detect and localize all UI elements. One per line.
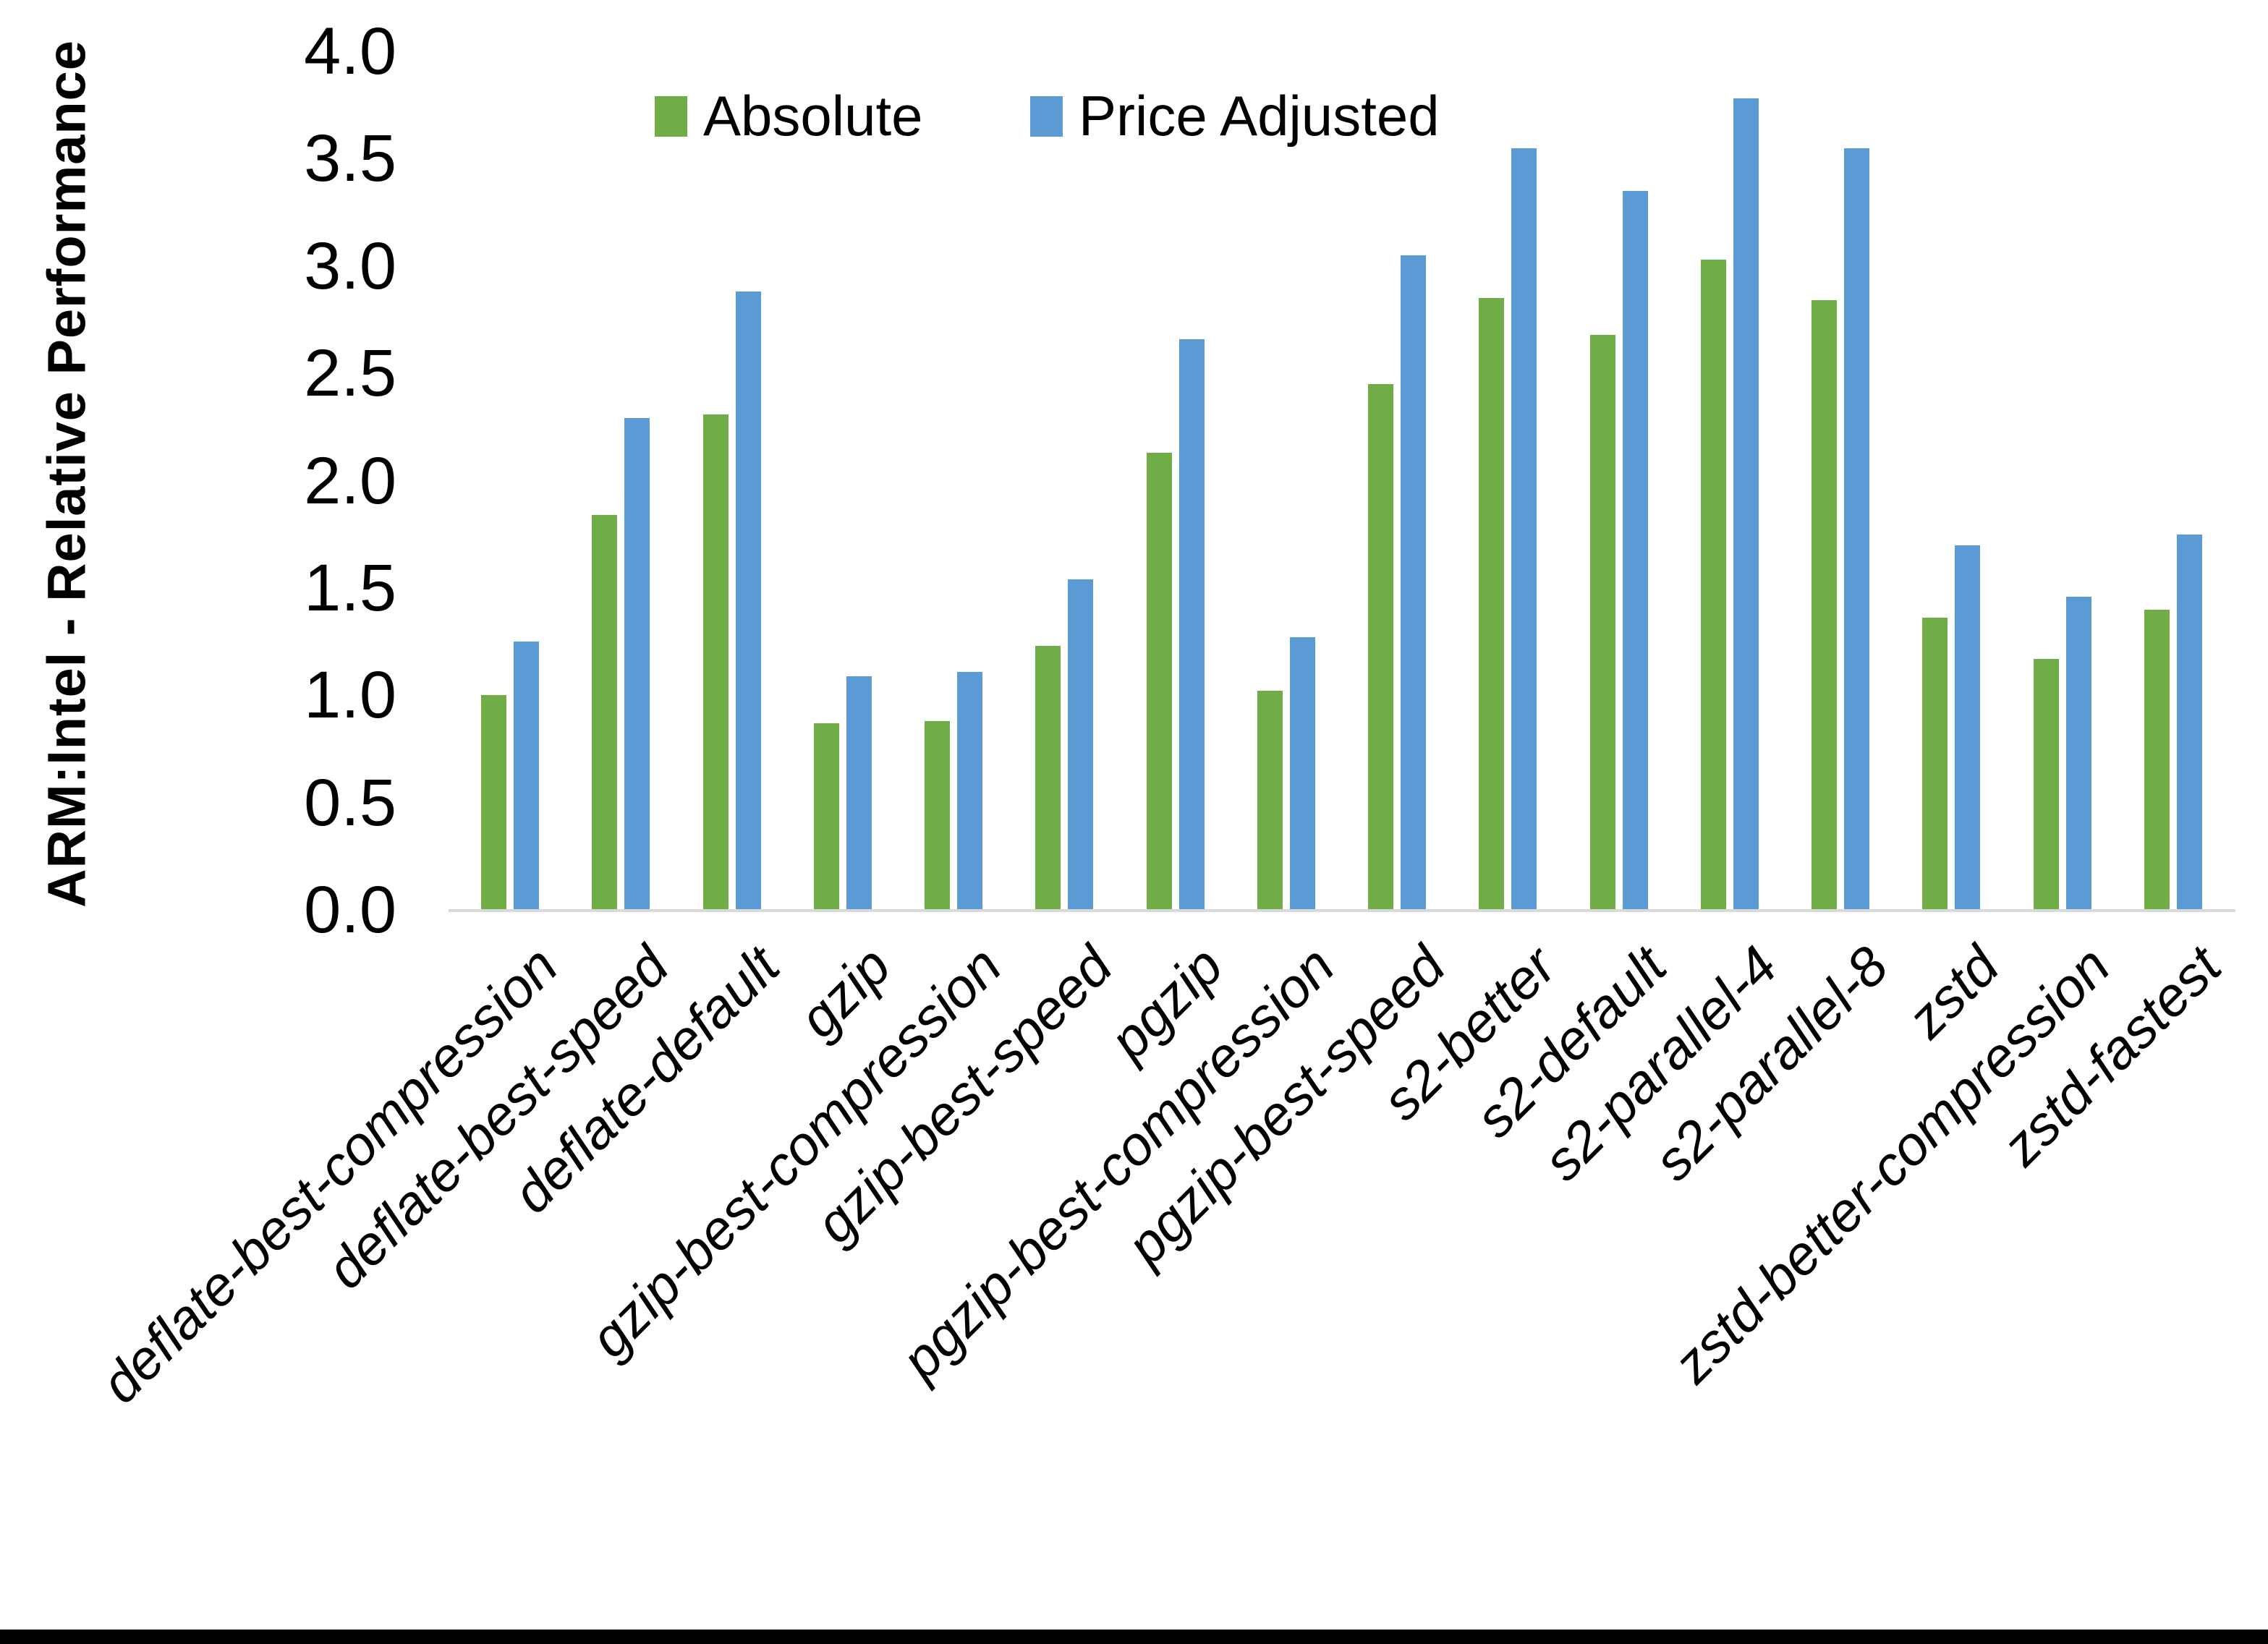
legend-label-absolute: Absolute (703, 84, 923, 148)
bottom-border-bar (0, 1630, 2268, 1644)
legend-swatch-absolute (655, 96, 687, 137)
bar-absolute-s2-default (1590, 335, 1615, 910)
bar-absolute-gzip (814, 723, 839, 910)
bar-price-adjusted-deflate-best-speed (624, 418, 650, 910)
bar-absolute-deflate-best-compression (481, 695, 506, 910)
bar-absolute-gzip-best-compression (925, 721, 950, 910)
bar-absolute-pgzip-best-compression (1257, 691, 1283, 910)
bar-absolute-deflate-best-speed (592, 515, 617, 910)
bar-price-adjusted-deflate-default (736, 291, 761, 910)
bar-absolute-deflate-default (703, 414, 729, 910)
bar-price-adjusted-s2-better (1511, 148, 1537, 910)
bar-absolute-zstd-better-compression (2034, 659, 2059, 910)
bar-absolute-pgzip-best-speed (1368, 384, 1393, 910)
bar-price-adjusted-zstd (1955, 545, 1980, 910)
chart-legend: Absolute Price Adjusted (0, 85, 2268, 150)
bar-price-adjusted-s2-parallel-4 (1733, 98, 1759, 910)
y-tick-label-3.5: 3.5 (304, 122, 396, 196)
y-tick-label-4.0: 4.0 (304, 14, 396, 88)
x-axis-label-deflate-best-compression: deflate-best-compression (90, 934, 570, 1415)
y-tick-label-0.0: 0.0 (304, 873, 396, 947)
bar-price-adjusted-s2-parallel-8 (1844, 148, 1869, 910)
y-tick-label-3.0: 3.0 (304, 229, 396, 303)
bar-price-adjusted-s2-default (1623, 191, 1648, 910)
bar-absolute-s2-parallel-8 (1812, 300, 1837, 910)
bar-price-adjusted-gzip-best-compression (957, 672, 982, 910)
bar-price-adjusted-gzip-best-speed (1068, 579, 1093, 910)
y-tick-label-2.5: 2.5 (304, 336, 396, 411)
bar-absolute-zstd-fastest (2144, 610, 2170, 910)
y-tick-label-1.0: 1.0 (304, 658, 396, 733)
y-tick-label-0.5: 0.5 (304, 765, 396, 840)
bar-absolute-pgzip (1147, 453, 1172, 910)
bar-absolute-zstd (1922, 618, 1948, 910)
bar-price-adjusted-pgzip-best-speed (1401, 255, 1426, 910)
bar-absolute-s2-parallel-4 (1701, 260, 1726, 910)
bar-price-adjusted-zstd-better-compression (2066, 597, 2091, 910)
bar-price-adjusted-pgzip-best-compression (1290, 637, 1315, 910)
bar-price-adjusted-deflate-best-compression (514, 642, 539, 910)
x-axis-line (449, 909, 2235, 912)
legend-swatch-price-adjusted (1030, 96, 1063, 137)
legend-label-price-adjusted: Price Adjusted (1079, 84, 1440, 148)
bar-price-adjusted-gzip (846, 676, 872, 910)
bar-price-adjusted-zstd-fastest (2177, 534, 2202, 910)
bar-absolute-gzip-best-speed (1035, 646, 1061, 910)
y-tick-label-1.5: 1.5 (304, 550, 396, 625)
bar-absolute-s2-better (1479, 298, 1504, 910)
bar-price-adjusted-pgzip (1179, 339, 1205, 910)
y-tick-label-2.0: 2.0 (304, 443, 396, 518)
